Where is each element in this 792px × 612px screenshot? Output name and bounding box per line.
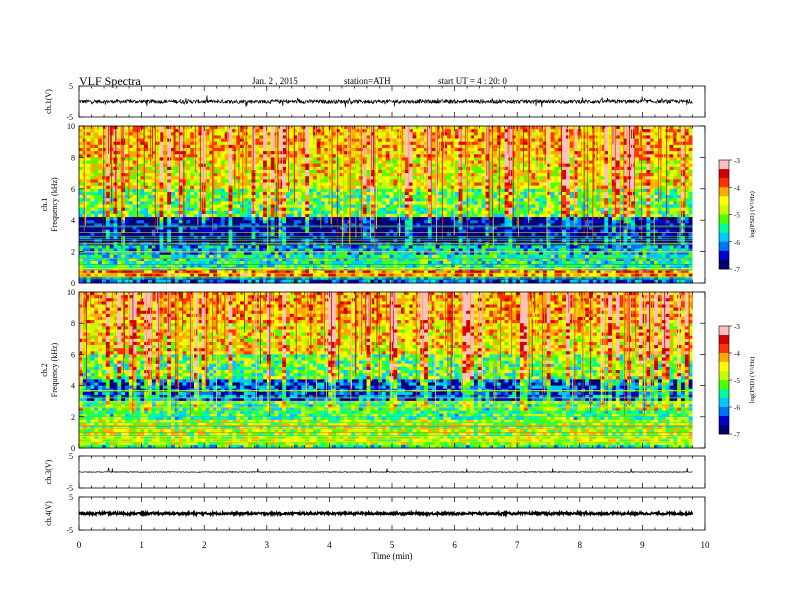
ch1-waveform-ytick-0: 5 — [69, 82, 73, 91]
ch2-spectrogram-blank — [692, 292, 705, 448]
ch3-waveform-trace — [78, 467, 693, 474]
ch1-spectrogram-blank — [692, 126, 705, 283]
ch4-waveform-ytick-0: 5 — [69, 493, 73, 502]
ch1-spectrogram-ytick-0: 10 — [67, 122, 75, 131]
ch2-spectrogram-ytick-1: 8 — [71, 319, 75, 328]
ch1-spectrogram-ytick-3: 4 — [71, 216, 75, 225]
ch1-spectrogram-colorbar-tick-4: -7 — [734, 266, 740, 274]
x-tick-3: 3 — [265, 540, 270, 550]
ch2-spectrogram-ytick-0: 10 — [67, 288, 75, 297]
ch1-waveform-ytick-1: -5 — [66, 113, 73, 122]
ch1-spectrogram-colorbar: -3 -4 -5 -6 -7 log(PSD) (V²/Hz) — [718, 157, 756, 274]
ch1-waveform-ylabel: ch.1(V) — [44, 89, 53, 114]
ch1-spectrogram-spikes — [79, 126, 693, 280]
ch3-waveform-panel: 5 -5 ch.3(V) — [44, 452, 706, 493]
x-tick-9: 9 — [640, 540, 645, 550]
ch2-spectrogram-panel: 10 8 6 4 2 0 ch.2 Frequency (kHz) -3 -4 -5 -6 -7 log(… — [40, 288, 756, 453]
chart-title: VLF Spectra — [79, 74, 141, 88]
ch1-spectrogram-ylabel-channel: ch.1 — [40, 198, 49, 212]
x-tick-0: 0 — [77, 540, 82, 550]
ch1-spectrogram-panel: 10 8 6 4 2 0 ch.1 Frequency (kHz) -3 -4 -5 -6 -7 log(… — [40, 122, 756, 288]
date-label: Jan. 2 , 2015 — [252, 76, 298, 86]
x-tick-5: 5 — [390, 540, 395, 550]
ch1-spectrogram-ytick-2: 6 — [71, 185, 75, 194]
x-axis: 0 1 2 3 4 5 6 7 8 9 10 Time (min) — [77, 540, 710, 561]
ch1-waveform-trace — [78, 95, 693, 108]
ch1-spectrogram-ytick-1: 8 — [71, 153, 75, 162]
ch4-waveform-ylabel: ch.4(V) — [44, 501, 53, 526]
ch2-spectrogram-colorbar-tick-2: -5 — [734, 377, 740, 385]
ch1-spectrogram-ytick-4: 2 — [71, 248, 75, 257]
ch2-spectrogram-ytick-4: 2 — [71, 413, 75, 422]
x-axis-label: Time (min) — [372, 551, 413, 561]
ch2-spectrogram-ylabel-channel: ch.2 — [40, 363, 49, 377]
ch4-waveform-ytick-1: -5 — [66, 526, 73, 535]
ch3-waveform-ylabel: ch.3(V) — [44, 459, 53, 484]
x-tick-1: 1 — [139, 540, 144, 550]
ch2-spectrogram-spikes — [79, 292, 693, 443]
ch1-spectrogram-colorbar-tick-3: -6 — [734, 239, 740, 247]
x-tick-10: 10 — [701, 540, 711, 550]
ch2-spectrogram-ytick-3: 4 — [71, 382, 75, 391]
ch4-waveform-panel: 5 -5 ch.4(V) — [44, 493, 706, 535]
ch3-waveform-ytick-0: 5 — [69, 452, 73, 461]
ch1-waveform-panel: 5 -5 ch.1(V) — [44, 82, 706, 122]
ch2-spectrogram-ytick-2: 6 — [71, 350, 75, 359]
station-label: station=ATH — [344, 76, 391, 86]
ch1-spectrogram-heatmap — [79, 126, 693, 284]
ch2-spectrogram-colorbar-tick-3: -6 — [734, 404, 740, 412]
ch2-spectrogram-ytick-5: 0 — [71, 444, 75, 453]
x-tick-6: 6 — [452, 540, 457, 550]
ch1-spectrogram-ytick-5: 0 — [71, 279, 75, 288]
x-tick-4: 4 — [327, 540, 332, 550]
ch2-spectrogram-colorbar-tick-4: -7 — [734, 431, 740, 439]
x-tick-7: 7 — [515, 540, 520, 550]
ch2-spectrogram-colorbar-label: log(PSD) (V²/Hz) — [749, 357, 756, 404]
x-tick-2: 2 — [202, 540, 207, 550]
ch2-spectrogram-colorbar: -3 -4 -5 -6 -7 log(PSD) (V²/Hz) — [718, 323, 756, 439]
ch1-spectrogram-colorbar-tick-0: -3 — [734, 157, 740, 165]
ch1-spectrogram-ylabel-frequency: Frequency (kHz) — [50, 177, 59, 232]
ch1-spectrogram-colorbar-label: log(PSD) (V²/Hz) — [749, 191, 756, 238]
ch2-spectrogram-heatmap — [79, 292, 693, 449]
ch1-spectrogram-colorbar-tick-1: -4 — [734, 184, 740, 192]
ch2-spectrogram-ylabel-frequency: Frequency (kHz) — [50, 342, 59, 397]
start-time-label: start UT = 4 : 20: 0 — [438, 76, 507, 86]
ch3-waveform-ytick-1: -5 — [66, 484, 73, 493]
ch1-spectrogram-colorbar-tick-2: -5 — [734, 212, 740, 220]
x-tick-8: 8 — [578, 540, 583, 550]
ch4-waveform-trace — [78, 509, 694, 518]
ch2-spectrogram-colorbar-tick-0: -3 — [734, 323, 740, 331]
ch2-spectrogram-colorbar-tick-1: -4 — [734, 350, 740, 358]
